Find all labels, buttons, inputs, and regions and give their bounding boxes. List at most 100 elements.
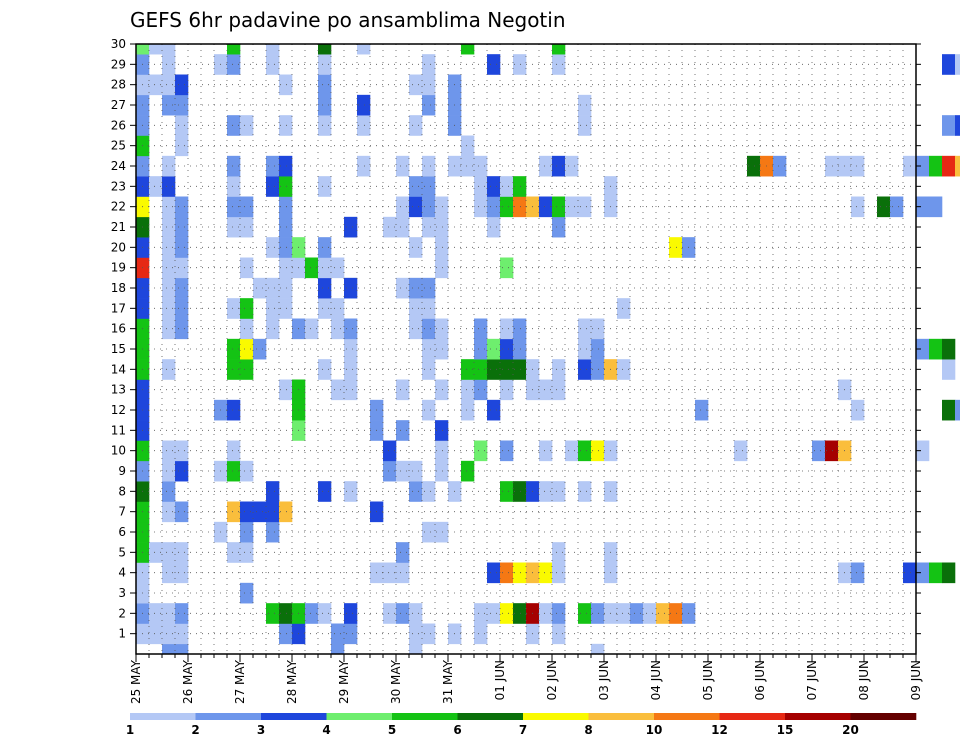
heatmap-cell xyxy=(591,359,605,380)
heatmap-cell xyxy=(227,196,241,218)
heatmap-cell xyxy=(578,115,592,136)
heatmap-cell xyxy=(422,277,436,299)
x-tick-label: 04 JUN xyxy=(649,660,663,700)
heatmap-cell xyxy=(539,481,553,502)
heatmap-cell xyxy=(578,196,592,218)
heatmap-cell xyxy=(175,74,189,96)
heatmap-cell xyxy=(955,115,960,136)
heatmap-cell xyxy=(422,54,436,75)
heatmap-cell xyxy=(266,521,280,543)
y-tick-label: 30 xyxy=(111,37,126,51)
x-tick-label: 27 MAY xyxy=(233,659,247,704)
heatmap-cell xyxy=(266,237,280,258)
heatmap-cell xyxy=(357,155,371,177)
heatmap-cell xyxy=(825,440,839,462)
heatmap-cell xyxy=(422,74,436,96)
heatmap-cell xyxy=(500,562,514,584)
heatmap-cell xyxy=(617,298,631,319)
heatmap-cell xyxy=(734,440,748,462)
grid-lines xyxy=(136,44,916,654)
y-tick-label: 15 xyxy=(111,342,126,356)
heatmap-cell xyxy=(513,196,527,218)
heatmap-cell xyxy=(227,359,241,380)
heatmap-cell xyxy=(136,44,150,55)
heatmap-cell xyxy=(344,216,358,238)
x-tick-label: 01 JUN xyxy=(493,660,507,700)
heatmap-cell xyxy=(227,54,241,75)
heatmap-cell xyxy=(318,44,332,55)
heatmap-cell xyxy=(513,603,527,624)
heatmap-cell xyxy=(422,155,436,177)
heatmap-cell xyxy=(929,562,943,584)
y-tick-label: 20 xyxy=(111,240,126,254)
heatmap-cell xyxy=(396,562,410,584)
colorbar-label: 2 xyxy=(191,723,199,737)
heatmap-cell xyxy=(227,460,241,482)
heatmap-cell xyxy=(591,318,605,340)
heatmap-cell xyxy=(227,115,241,136)
heatmap-cell xyxy=(266,44,280,55)
heatmap-cell xyxy=(175,542,189,563)
heatmap-cell xyxy=(266,603,280,624)
heatmap-cell xyxy=(916,338,930,360)
heatmap-cell xyxy=(240,521,254,543)
heatmap-cell xyxy=(474,196,488,218)
heatmap-cell xyxy=(396,542,410,563)
heatmap-cell xyxy=(487,562,501,584)
y-tick-label: 13 xyxy=(111,383,126,397)
heatmap-cell xyxy=(344,379,358,401)
colorbar-label: 15 xyxy=(777,723,794,737)
x-tick-label: 06 JUN xyxy=(753,660,767,700)
heatmap-cell xyxy=(513,318,527,340)
heatmap-cell xyxy=(318,603,332,624)
heatmap-cell xyxy=(513,338,527,360)
colorbar-swatch xyxy=(654,713,720,720)
heatmap-cell xyxy=(474,338,488,360)
heatmap-cell xyxy=(929,196,943,218)
heatmap-cell xyxy=(318,359,332,380)
heatmap-cell xyxy=(474,603,488,624)
heatmap-cell xyxy=(162,501,176,523)
y-tick-label: 18 xyxy=(111,281,126,295)
heatmap-cell xyxy=(422,94,436,116)
heatmap-cell xyxy=(461,379,475,401)
heatmap-cell xyxy=(487,399,501,421)
heatmap-cell xyxy=(227,399,241,421)
heatmap-cell xyxy=(916,562,930,584)
heatmap-cell xyxy=(318,277,332,299)
heatmap-cell xyxy=(396,216,410,238)
heatmap-cell xyxy=(331,318,345,340)
heatmap-cell xyxy=(539,562,553,584)
heatmap-cell xyxy=(409,603,423,624)
colorbar-swatch xyxy=(392,713,458,720)
heatmap-cell xyxy=(240,359,254,380)
heatmap-cell xyxy=(487,603,501,624)
heatmap-cell xyxy=(175,135,189,157)
heatmap-cell xyxy=(851,562,865,584)
heatmap-cell xyxy=(578,318,592,340)
heatmap-cell xyxy=(240,318,254,340)
heatmap-cell xyxy=(279,603,293,624)
heatmap-cell xyxy=(318,94,332,116)
heatmap-cell xyxy=(500,196,514,218)
heatmap-cell xyxy=(318,176,332,197)
heatmap-cell xyxy=(461,135,475,157)
colorbar-label: 6 xyxy=(453,723,461,737)
heatmap-cell xyxy=(344,359,358,380)
heatmap-cell xyxy=(175,501,189,523)
heatmap-cell xyxy=(773,155,787,177)
heatmap-cell xyxy=(422,338,436,360)
heatmap-cell xyxy=(474,623,488,645)
heatmap-cell xyxy=(435,237,449,258)
heatmap-cell xyxy=(955,399,960,421)
colorbar-swatch xyxy=(195,713,262,720)
colorbar-label: 1 xyxy=(126,723,134,737)
heatmap-cell xyxy=(435,216,449,238)
heatmap-cell xyxy=(227,298,241,319)
heatmap-cell xyxy=(643,603,657,624)
heatmap-cell xyxy=(500,359,514,380)
heatmap-cell xyxy=(409,237,423,258)
heatmap-cell xyxy=(422,359,436,380)
y-tick-label: 14 xyxy=(111,362,126,376)
heatmap-cell xyxy=(513,176,527,197)
